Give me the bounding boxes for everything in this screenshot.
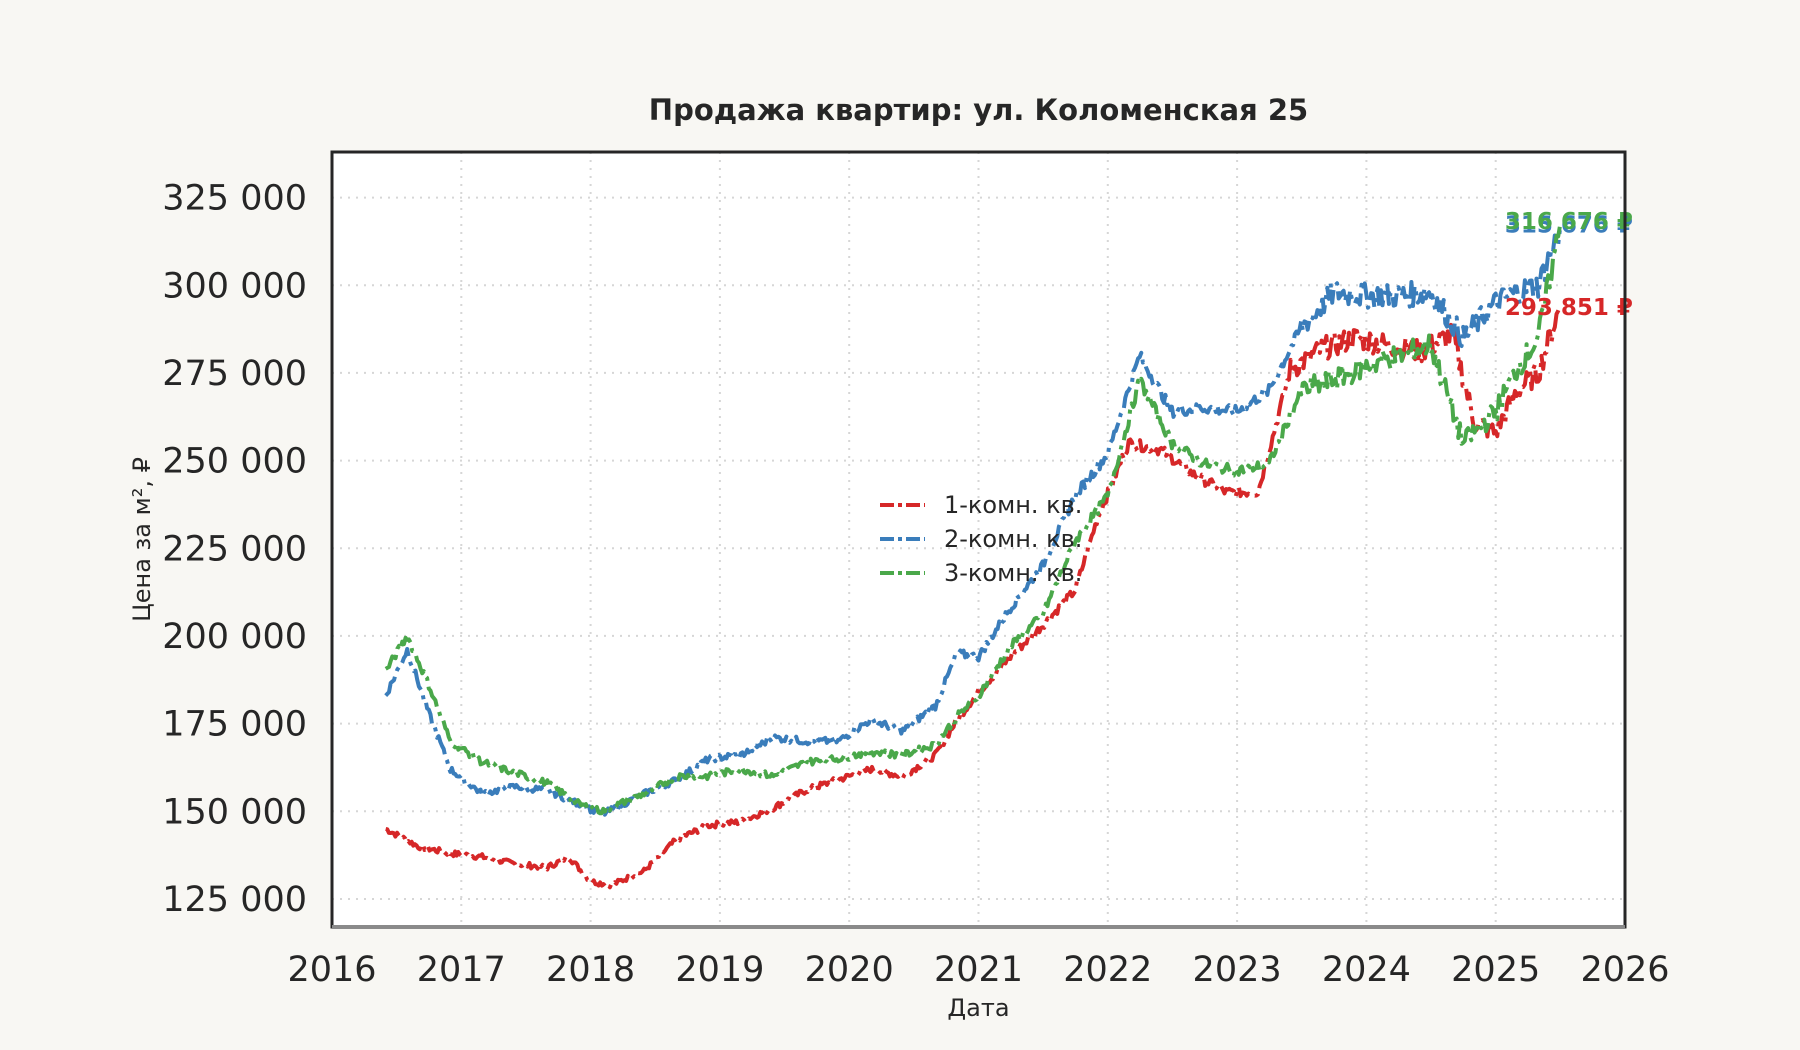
end-value-label-1: 293 851 ₽: [1505, 295, 1633, 321]
x-tick-label: 2020: [805, 950, 894, 990]
series-line-2: [384, 230, 1562, 817]
x-tick-label: 2025: [1451, 950, 1540, 990]
x-tick-label: 2016: [287, 950, 376, 990]
y-tick-label: 200 000: [162, 617, 307, 657]
x-tick-label: 2022: [1063, 950, 1152, 990]
y-axis-label: Цена за м², ₽: [128, 457, 156, 622]
chart-title: Продажа квартир: ул. Коломенская 25: [649, 93, 1308, 127]
x-tick-label: 2017: [417, 950, 506, 990]
y-tick-label: 300 000: [162, 266, 307, 306]
y-tick-label: 275 000: [162, 354, 307, 394]
legend: 1-комн. кв. 2-комн. кв. 3-комн. кв.: [880, 491, 1082, 587]
y-tick-label: 225 000: [162, 529, 307, 569]
end-value-label-2: 315 676 ₽: [1505, 212, 1633, 238]
y-tick-label: 175 000: [162, 705, 307, 745]
end-labels: 293 851 ₽ 315 676 ₽316 676 ₽: [1505, 209, 1633, 321]
y-tick-label: 150 000: [162, 792, 307, 832]
legend-label-1: 1-комн. кв.: [944, 491, 1082, 519]
series-layer: [384, 226, 1562, 890]
y-tick-label: 125 000: [162, 880, 307, 920]
y-tick-label: 250 000: [162, 442, 307, 482]
y-tick-labels: 125 000 150 000 175 000 200 000 225 000 250 0…: [162, 179, 307, 920]
end-value-label-3: 316 676 ₽: [1505, 209, 1633, 235]
x-tick-label: 2026: [1580, 950, 1669, 990]
x-tick-labels: 2016 2017 2018 2019 2020 2021 2022 2023 2024 2025…: [287, 950, 1669, 990]
x-tick-label: 2024: [1322, 950, 1411, 990]
x-tick-label: 2018: [546, 950, 635, 990]
x-axis-label: Дата: [947, 994, 1009, 1022]
y-tick-label: 325 000: [162, 179, 307, 219]
x-tick-label: 2021: [934, 950, 1023, 990]
x-tick-label: 2019: [675, 950, 764, 990]
legend-label-3: 3-комн. кв.: [944, 559, 1082, 587]
x-tick-label: 2023: [1193, 950, 1282, 990]
series-line-3: [384, 226, 1562, 816]
legend-label-2: 2-комн. кв.: [944, 525, 1082, 553]
